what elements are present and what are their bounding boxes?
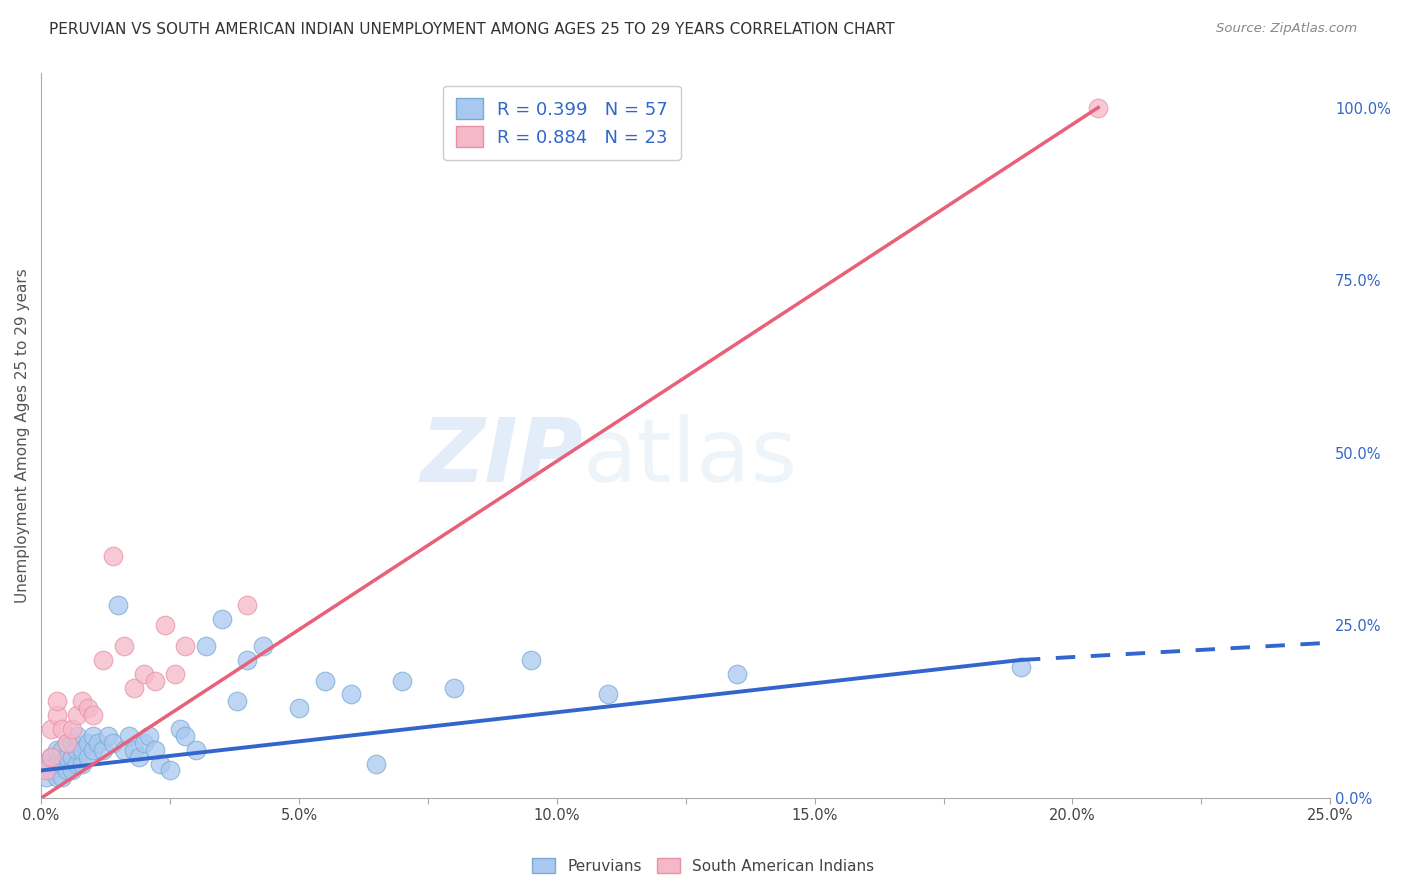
Point xyxy=(149,756,172,771)
Point xyxy=(134,736,156,750)
Point xyxy=(45,770,67,784)
Legend: R = 0.399   N = 57, R = 0.884   N = 23: R = 0.399 N = 57, R = 0.884 N = 23 xyxy=(443,86,681,160)
Point xyxy=(82,729,104,743)
Point xyxy=(35,756,58,771)
Point xyxy=(391,673,413,688)
Point xyxy=(41,749,63,764)
Point xyxy=(45,694,67,708)
Point xyxy=(153,618,176,632)
Text: atlas: atlas xyxy=(582,414,797,500)
Point xyxy=(288,701,311,715)
Point xyxy=(598,688,620,702)
Point xyxy=(520,653,543,667)
Point xyxy=(66,742,89,756)
Point xyxy=(118,729,141,743)
Point xyxy=(76,749,98,764)
Point xyxy=(443,681,465,695)
Point xyxy=(76,736,98,750)
Point xyxy=(226,694,249,708)
Point xyxy=(60,722,83,736)
Point xyxy=(35,770,58,784)
Point xyxy=(60,749,83,764)
Point xyxy=(87,736,110,750)
Point xyxy=(174,639,197,653)
Point xyxy=(112,639,135,653)
Point xyxy=(51,742,73,756)
Point xyxy=(91,742,114,756)
Point xyxy=(35,764,58,778)
Point xyxy=(51,770,73,784)
Point xyxy=(725,666,748,681)
Point xyxy=(56,736,79,750)
Point xyxy=(103,736,125,750)
Point xyxy=(60,764,83,778)
Point xyxy=(45,756,67,771)
Y-axis label: Unemployment Among Ages 25 to 29 years: Unemployment Among Ages 25 to 29 years xyxy=(15,268,30,603)
Point xyxy=(60,736,83,750)
Text: PERUVIAN VS SOUTH AMERICAN INDIAN UNEMPLOYMENT AMONG AGES 25 TO 29 YEARS CORRELA: PERUVIAN VS SOUTH AMERICAN INDIAN UNEMPL… xyxy=(49,22,896,37)
Legend: Peruvians, South American Indians: Peruvians, South American Indians xyxy=(526,852,880,880)
Point xyxy=(1010,660,1032,674)
Point xyxy=(236,598,259,612)
Point xyxy=(169,722,191,736)
Point xyxy=(122,742,145,756)
Point xyxy=(174,729,197,743)
Point xyxy=(76,701,98,715)
Point xyxy=(66,708,89,723)
Point xyxy=(165,666,187,681)
Point xyxy=(314,673,336,688)
Point xyxy=(143,673,166,688)
Point xyxy=(56,749,79,764)
Point xyxy=(66,729,89,743)
Point xyxy=(41,764,63,778)
Point xyxy=(41,749,63,764)
Point xyxy=(56,764,79,778)
Point xyxy=(236,653,259,667)
Point xyxy=(138,729,160,743)
Point xyxy=(72,756,94,771)
Point xyxy=(72,742,94,756)
Point xyxy=(211,611,233,625)
Point xyxy=(82,708,104,723)
Point xyxy=(122,681,145,695)
Point xyxy=(1087,101,1109,115)
Point xyxy=(41,722,63,736)
Point xyxy=(91,653,114,667)
Text: Source: ZipAtlas.com: Source: ZipAtlas.com xyxy=(1216,22,1357,36)
Point xyxy=(45,708,67,723)
Point xyxy=(66,756,89,771)
Point xyxy=(195,639,218,653)
Point xyxy=(112,742,135,756)
Text: ZIP: ZIP xyxy=(420,414,582,500)
Point xyxy=(82,742,104,756)
Point xyxy=(128,749,150,764)
Point xyxy=(103,549,125,564)
Point xyxy=(97,729,120,743)
Point xyxy=(56,736,79,750)
Point xyxy=(366,756,388,771)
Point xyxy=(159,764,181,778)
Point xyxy=(45,742,67,756)
Point xyxy=(339,688,361,702)
Point xyxy=(51,756,73,771)
Point xyxy=(184,742,207,756)
Point xyxy=(252,639,274,653)
Point xyxy=(51,722,73,736)
Point xyxy=(72,694,94,708)
Point xyxy=(143,742,166,756)
Point xyxy=(134,666,156,681)
Point xyxy=(107,598,129,612)
